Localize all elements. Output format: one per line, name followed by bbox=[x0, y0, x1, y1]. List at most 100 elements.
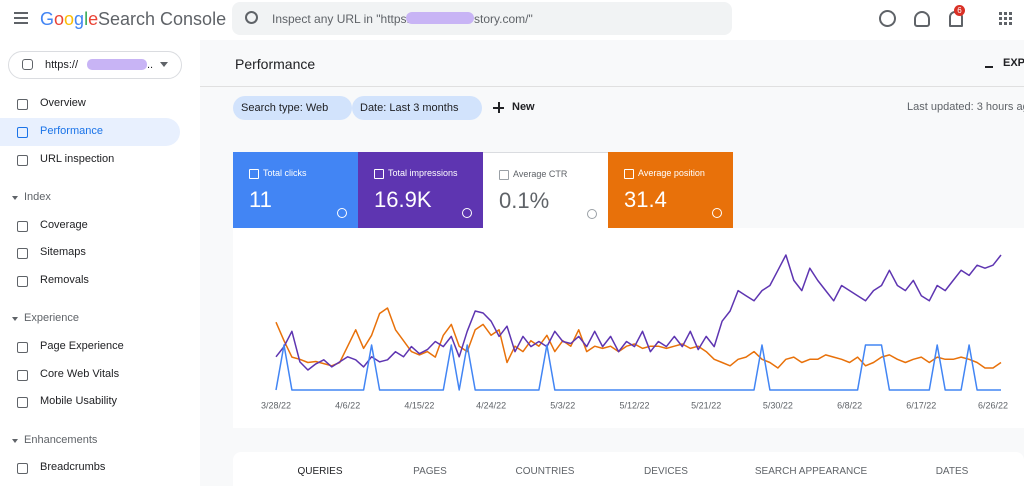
redaction bbox=[87, 59, 147, 70]
help-icon bbox=[462, 208, 472, 218]
series-line bbox=[275, 344, 1001, 391]
checkbox bbox=[249, 169, 259, 179]
metric-card[interactable]: Average CTR 0.1% bbox=[483, 152, 608, 229]
search-text-start: Inspect any URL in "https:// bbox=[272, 12, 417, 26]
admin-icon[interactable] bbox=[914, 11, 930, 27]
logo-letter: o bbox=[64, 9, 75, 29]
help-icon bbox=[337, 208, 347, 218]
logo-letter: o bbox=[54, 9, 65, 29]
property-selector[interactable]: https://.. bbox=[8, 51, 182, 79]
x-tick-label: 6/8/22 bbox=[837, 400, 862, 410]
dropdown-arrow bbox=[160, 62, 168, 67]
apps-icon[interactable] bbox=[999, 12, 1002, 15]
product-name[interactable]: Search Console bbox=[98, 9, 227, 29]
x-tick-label: 5/30/22 bbox=[763, 400, 793, 410]
card-label: Total clicks bbox=[263, 168, 307, 178]
nav-item[interactable]: Sitemaps bbox=[40, 246, 86, 258]
notification-badge: 6 bbox=[954, 5, 965, 16]
nav-icon bbox=[17, 155, 28, 166]
last-updated: Last updated: 3 hours ago bbox=[907, 101, 1024, 113]
nav-item[interactable]: Core Web Vitals bbox=[40, 368, 120, 380]
tab[interactable]: QUERIES bbox=[297, 466, 343, 477]
nav-icon bbox=[17, 276, 28, 287]
filter-chip[interactable]: Search type: Web bbox=[233, 96, 353, 120]
search-box[interactable]: Inspect any URL in "https:// story.com/" bbox=[232, 2, 732, 35]
nav-icon bbox=[17, 99, 28, 110]
property-url-end: .. bbox=[147, 59, 154, 71]
x-tick-label: 4/6/22 bbox=[335, 400, 360, 410]
search-icon bbox=[245, 11, 258, 24]
page-title: Performance bbox=[235, 56, 316, 72]
nav-item[interactable]: Mobile Usability bbox=[40, 395, 118, 407]
section-label[interactable]: Experience bbox=[24, 312, 80, 324]
nav-item[interactable]: Coverage bbox=[40, 219, 88, 231]
menu-icon[interactable] bbox=[14, 12, 28, 14]
nav-item[interactable]: Removals bbox=[40, 274, 89, 286]
nav-icon bbox=[17, 397, 28, 408]
nav-item[interactable]: Page Experience bbox=[40, 340, 124, 352]
help-icon bbox=[712, 208, 722, 218]
chart: 3/28/22 4/6/22 4/15/22 4/24/22 5/3/22 5/12/22… bbox=[233, 228, 1024, 428]
chart-background bbox=[233, 228, 1024, 428]
section-label[interactable]: Enhancements bbox=[24, 434, 98, 446]
x-tick-label: 4/15/22 bbox=[404, 400, 434, 410]
section-arrow[interactable] bbox=[12, 439, 18, 443]
divider bbox=[200, 86, 1024, 87]
plus-v bbox=[498, 102, 500, 113]
nav-icon bbox=[17, 127, 28, 138]
x-tick-label: 6/17/22 bbox=[906, 400, 936, 410]
property-icon bbox=[22, 59, 33, 70]
checkbox bbox=[624, 169, 634, 179]
metric-card[interactable]: Total clicks 11 bbox=[233, 152, 358, 228]
nav-item[interactable]: Performance bbox=[40, 125, 103, 137]
nav-icon bbox=[17, 463, 28, 474]
export-button[interactable]: EXPORT bbox=[1003, 57, 1024, 69]
nav-item[interactable]: Breadcrumbs bbox=[40, 461, 106, 473]
property-url-start: https:// bbox=[45, 59, 79, 71]
x-tick-label: 3/28/22 bbox=[261, 400, 291, 410]
tab[interactable]: COUNTRIES bbox=[515, 466, 575, 477]
x-tick-label: 5/12/22 bbox=[619, 400, 649, 410]
section-label[interactable]: Index bbox=[24, 191, 51, 203]
search-text-end: story.com/" bbox=[474, 12, 533, 26]
checkbox bbox=[374, 169, 384, 179]
redaction bbox=[406, 12, 474, 24]
logo[interactable]: Google bbox=[40, 9, 98, 30]
x-tick-label: 5/3/22 bbox=[550, 400, 575, 410]
metric-card[interactable]: Total impressions 16.9K bbox=[358, 152, 483, 228]
nav-item[interactable]: URL inspection bbox=[40, 153, 115, 165]
download-icon[interactable] bbox=[985, 57, 993, 68]
nav-item[interactable]: Overview bbox=[40, 97, 86, 109]
nav-icon bbox=[17, 248, 28, 259]
filter-chip[interactable]: Date: Last 3 months bbox=[352, 96, 483, 120]
nav-icon bbox=[17, 342, 28, 353]
tab[interactable]: SEARCH APPEARANCE bbox=[754, 466, 868, 477]
logo-letter: e bbox=[88, 9, 99, 29]
logo-letter: l bbox=[84, 9, 89, 29]
help-icon bbox=[587, 209, 597, 219]
new-button[interactable]: New bbox=[512, 101, 535, 113]
tab[interactable]: DEVICES bbox=[644, 466, 688, 477]
card-value: 0.1% bbox=[499, 188, 550, 213]
card-label: Average position bbox=[638, 168, 705, 178]
logo-letter: g bbox=[74, 9, 85, 29]
checkbox bbox=[499, 170, 509, 180]
metric-card[interactable]: Average position 31.4 bbox=[608, 152, 733, 228]
section-arrow[interactable] bbox=[12, 317, 18, 321]
series-line bbox=[275, 254, 1002, 371]
card-value: 11 bbox=[249, 187, 272, 212]
active-highlight bbox=[0, 118, 180, 146]
help-icon[interactable] bbox=[879, 10, 896, 27]
tab[interactable]: DATES bbox=[935, 466, 969, 477]
x-tick-label: 4/24/22 bbox=[476, 400, 506, 410]
card-value: 31.4 bbox=[624, 187, 667, 212]
card-value: 16.9K bbox=[374, 187, 432, 212]
x-tick-label: 5/21/22 bbox=[691, 400, 721, 410]
x-tick-label: 6/26/22 bbox=[978, 400, 1008, 410]
section-arrow[interactable] bbox=[12, 196, 18, 200]
nav-icon bbox=[17, 221, 28, 232]
nav-icon bbox=[17, 370, 28, 381]
tabs-card bbox=[233, 452, 1024, 486]
tab[interactable]: PAGES bbox=[413, 466, 447, 477]
